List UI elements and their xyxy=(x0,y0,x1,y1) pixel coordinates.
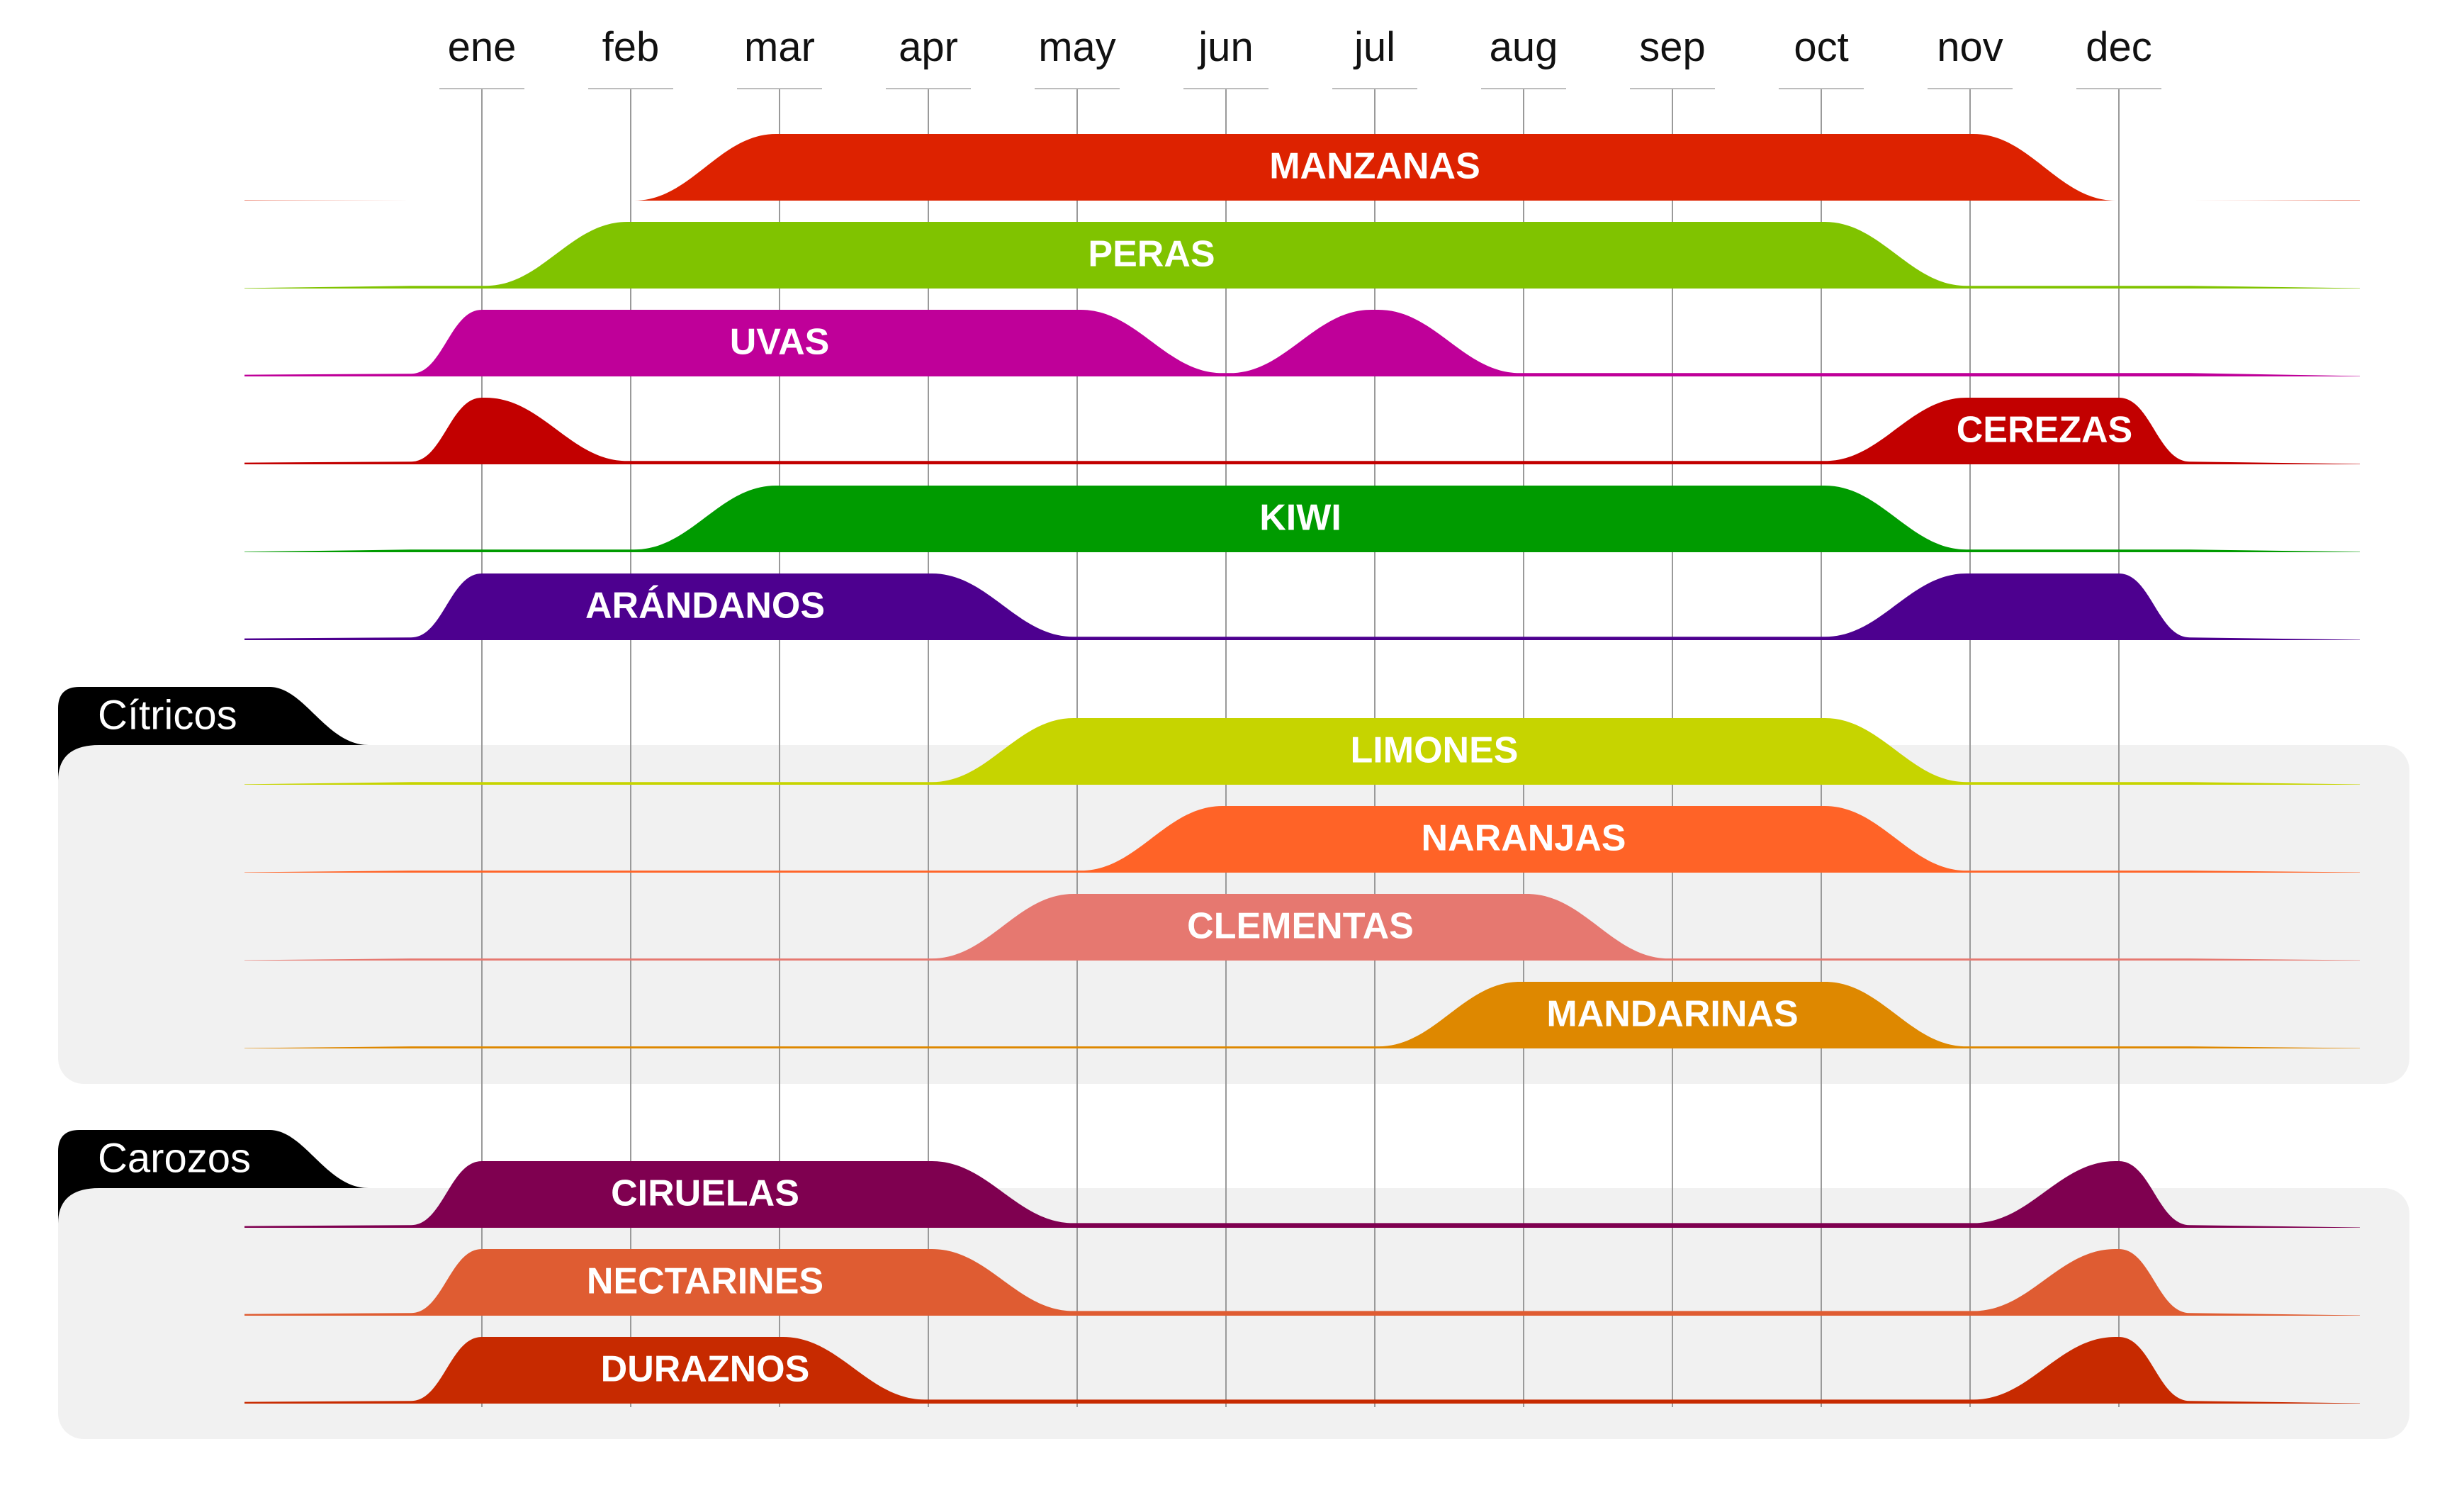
series-label-naranjas: NARANJAS xyxy=(1422,818,1626,859)
series-label-arandanos: ARÁNDANOS xyxy=(585,586,825,627)
series-peras xyxy=(244,222,2360,289)
series-label-limones: LIMONES xyxy=(1351,730,1519,771)
month-label-dec: dec xyxy=(2086,24,2152,70)
group-label-carozos: Carozos xyxy=(98,1135,251,1181)
group-label-citricos: Cítricos xyxy=(98,692,237,738)
series-label-manzanas: MANZANAS xyxy=(1269,146,1480,187)
series-layer xyxy=(244,134,2360,1404)
series-label-uvas: UVAS xyxy=(730,322,830,363)
month-label-feb: feb xyxy=(602,24,660,70)
series-kiwi xyxy=(244,486,2360,552)
month-label-jun: jun xyxy=(1197,24,1253,70)
series-label-nectarines: NECTARINES xyxy=(587,1261,823,1302)
month-label-aug: aug xyxy=(1490,24,1558,70)
series-label-ciruelas: CIRUELAS xyxy=(611,1173,799,1214)
series-uvas xyxy=(244,310,2360,376)
group-tab-citricos xyxy=(58,687,369,780)
group-panels: Cítricos Carozos xyxy=(58,687,2409,1439)
series-clementas xyxy=(244,894,2360,961)
series-label-peras: PERAS xyxy=(1088,234,1215,275)
series-naranjas xyxy=(244,806,2360,873)
month-label-apr: apr xyxy=(899,24,958,70)
month-label-ene: ene xyxy=(448,24,517,70)
series-nectarines xyxy=(244,1249,2360,1316)
series-ciruelas xyxy=(244,1161,2360,1228)
month-label-mar: mar xyxy=(744,24,815,70)
series-duraznos xyxy=(244,1337,2360,1404)
month-label-may: may xyxy=(1038,24,1116,70)
series-label-cerezas: CEREZAS xyxy=(1957,410,2132,451)
series-label-mandarinas: MANDARINAS xyxy=(1546,994,1798,1035)
month-label-sep: sep xyxy=(1639,24,1706,70)
series-limones xyxy=(244,718,2360,785)
month-label-nov: nov xyxy=(1937,24,2003,70)
series-mandarinas xyxy=(244,982,2360,1048)
series-cerezas xyxy=(244,398,2360,464)
series-label-clementas: CLEMENTAS xyxy=(1187,906,1414,947)
month-label-oct: oct xyxy=(1794,24,1848,70)
series-label-duraznos: DURAZNOS xyxy=(601,1349,810,1390)
month-axis: ene feb mar apr may jun jul aug sep oct nov dec xyxy=(439,24,2161,89)
group-tab-carozos xyxy=(58,1130,369,1224)
label-layer: MANZANAS PERAS UVAS CEREZAS KIWI ARÁNDANOS LIM… xyxy=(585,146,2132,1390)
series-arandanos xyxy=(244,573,2360,640)
month-label-jul: jul xyxy=(1353,24,1395,70)
series-manzanas xyxy=(244,134,2360,201)
series-label-kiwi: KIWI xyxy=(1259,498,1341,539)
